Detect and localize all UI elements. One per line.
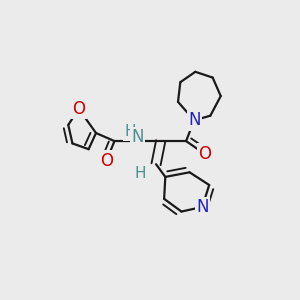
Text: O: O [72, 100, 85, 118]
Text: O: O [198, 145, 211, 163]
Text: N: N [196, 198, 208, 216]
Text: N: N [131, 128, 144, 146]
Text: H: H [134, 166, 146, 181]
Text: N: N [188, 111, 200, 129]
Text: H: H [124, 124, 136, 140]
Text: O: O [100, 152, 113, 170]
